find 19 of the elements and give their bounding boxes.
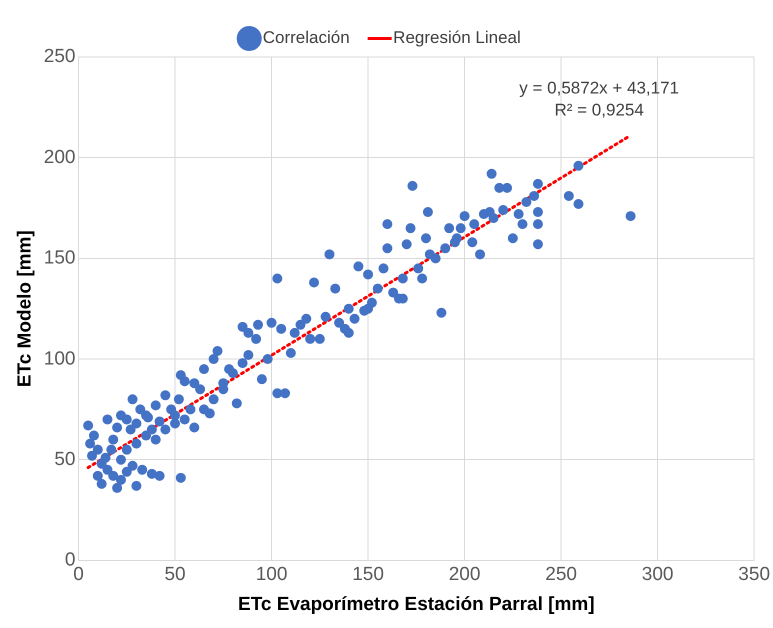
x-axis-title: ETc Evaporímetro Estación Parral [mm] [238, 594, 595, 615]
y-tick-label: 0 [64, 550, 76, 571]
y-tick-label: 200 [44, 146, 76, 168]
y-tick-label: 50 [54, 448, 76, 470]
legend-label: Correlación [262, 28, 350, 48]
y-tick-label: 150 [44, 248, 76, 269]
x-tick-label: 350 [738, 564, 770, 586]
x-tick-label: 100 [256, 564, 288, 586]
x-tick-label: 50 [164, 564, 186, 586]
x-tick-label: 250 [545, 564, 577, 586]
x-tick-label: 300 [642, 564, 674, 586]
y-tick-label: 100 [44, 348, 76, 370]
y-axis-title: ETc Modelo [mm] [14, 230, 36, 388]
x-tick-label: 150 [352, 564, 384, 586]
annotation: R² = 0,9254 [554, 100, 644, 120]
y-tick-label: 250 [44, 46, 76, 68]
annotation: y = 0,5872x + 43,171 [519, 78, 680, 98]
x-tick-label: 200 [448, 564, 480, 586]
legend-label: Regresión Lineal [393, 28, 521, 48]
